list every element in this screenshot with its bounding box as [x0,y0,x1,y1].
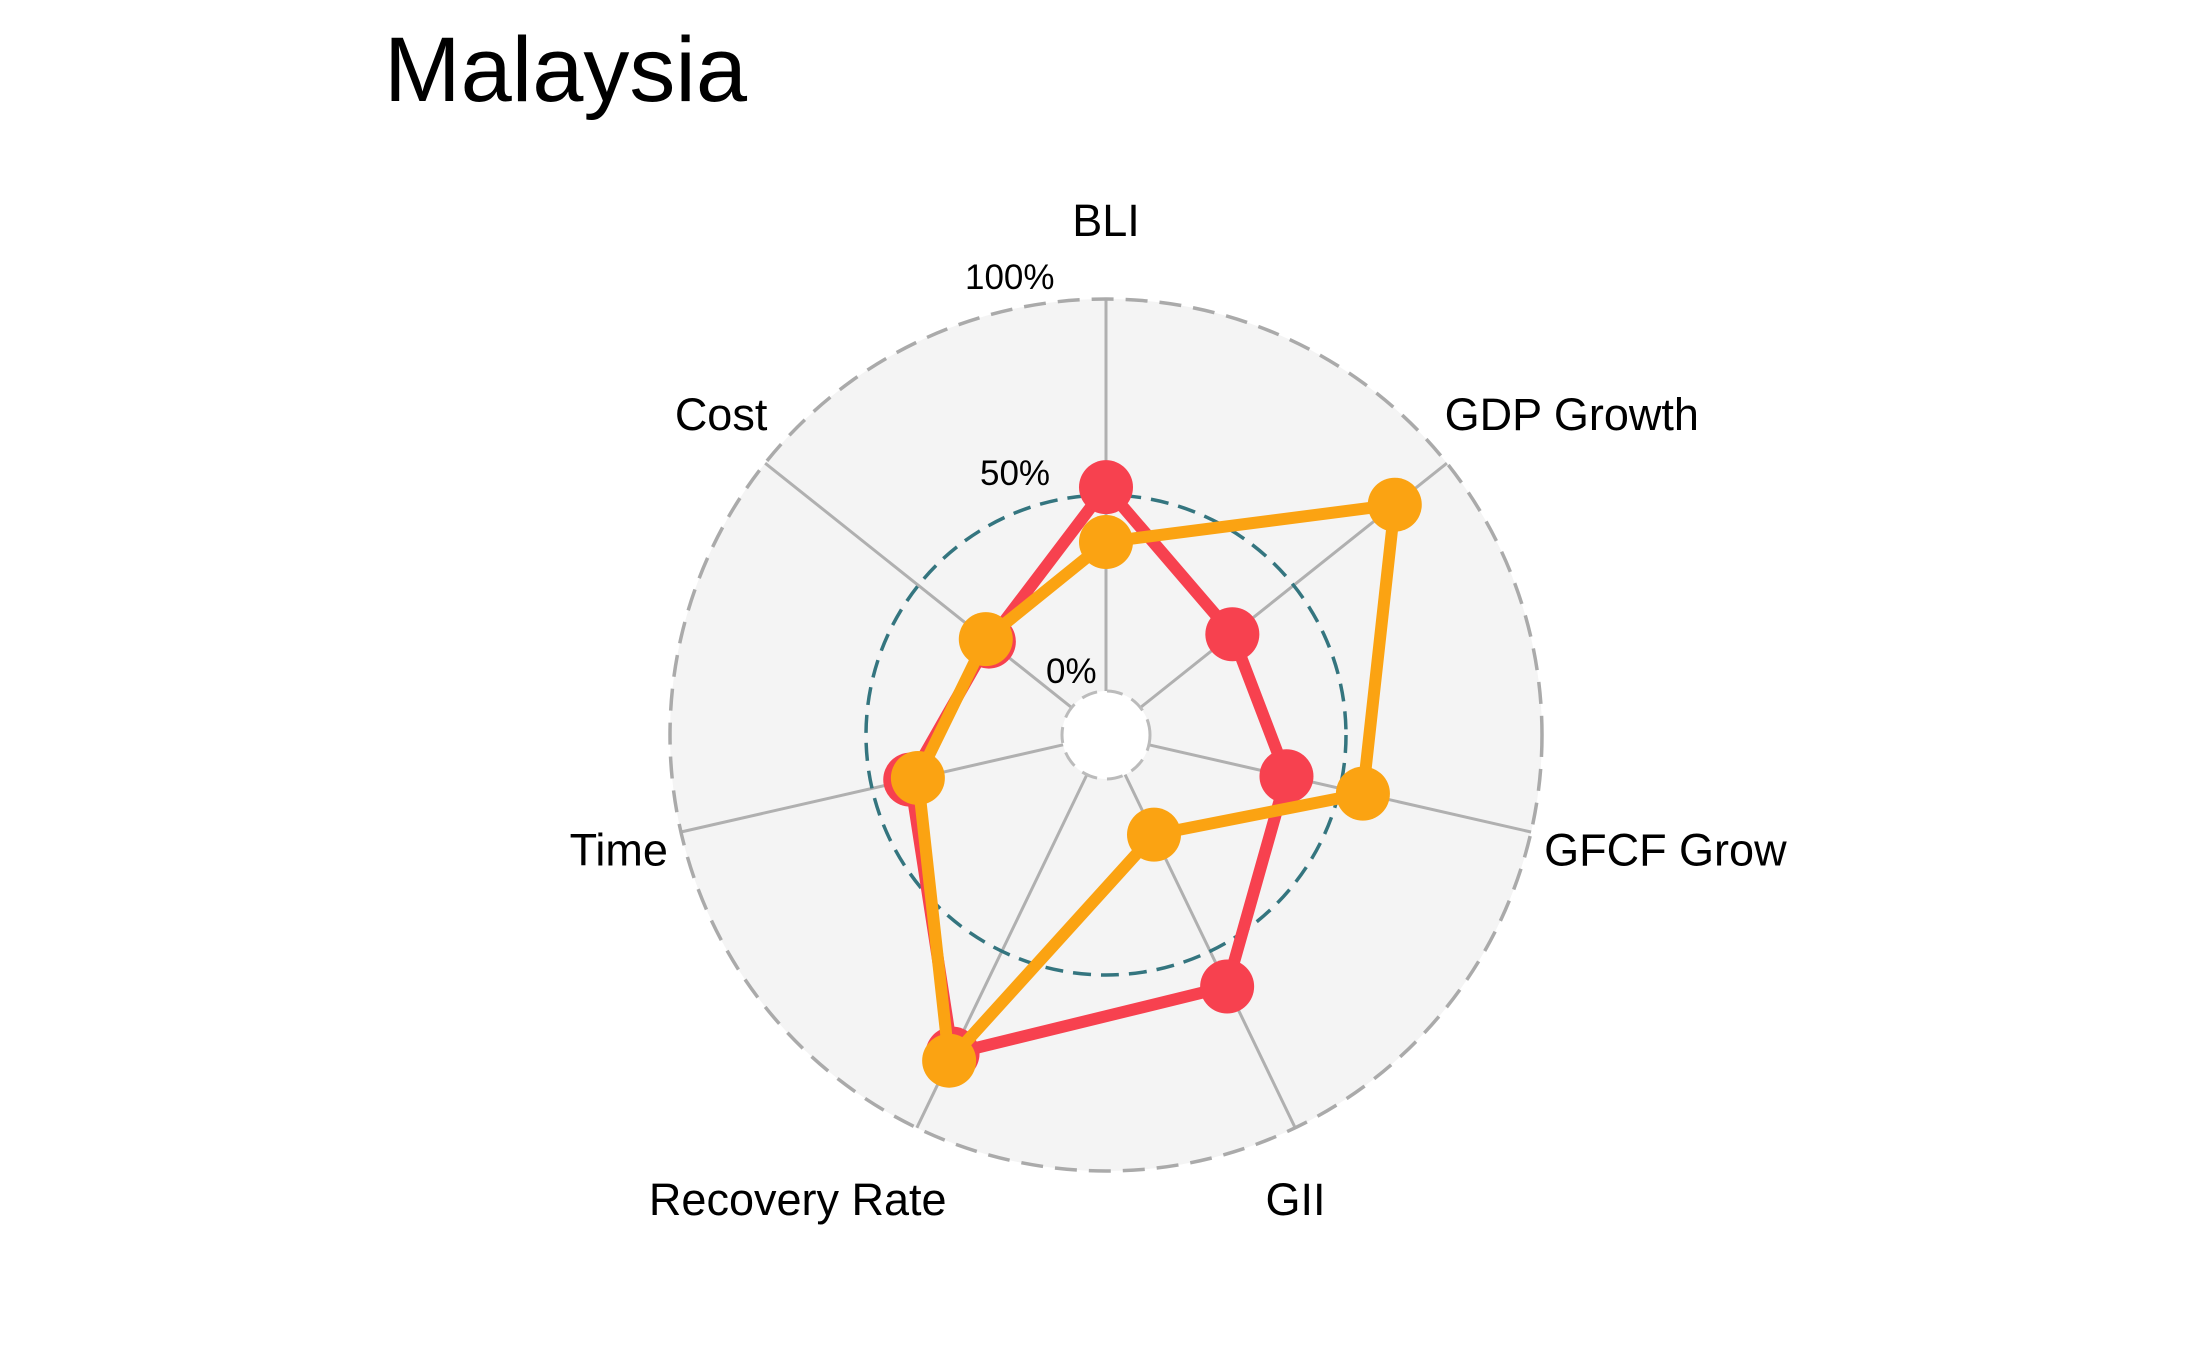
series-0-point-0 [1079,460,1133,515]
grid-circle-0 [1060,689,1152,781]
grid-label-100: 100% [965,258,1055,297]
series-0-point-2 [1259,749,1314,804]
axis-label-gdp-growth: GDP Growth [1445,389,1699,440]
series-1-point-2 [1335,766,1390,821]
grid-label-50: 50% [980,454,1050,493]
axis-label-bli: BLI [1072,195,1140,246]
grid-label-0: 0% [1046,652,1097,691]
series-layer [883,460,1422,1088]
label-layer: 0% 50% 100% BLI GDP Growth GFCF Grow GII Recove… [570,195,1787,1225]
axis-label-gii: GII [1265,1174,1325,1225]
series-0-point-1 [1205,607,1260,662]
series-1-point-4 [922,1033,977,1088]
series-1 [890,477,1422,1088]
series-1-point-6 [958,612,1013,667]
series-1-point-0 [1079,515,1133,570]
series-1-point-5 [890,750,945,805]
series-1-point-1 [1367,477,1422,532]
plot-area: 0% 50% 100% BLI GDP Growth GFCF Grow GII Recove… [570,195,1787,1225]
axis-label-time: Time [570,825,668,876]
series-0-point-3 [1200,959,1255,1014]
axis-label-recovery-rate: Recovery Rate [649,1174,947,1225]
grid-layer [668,297,1544,1173]
chart-title: Malaysia [384,19,748,121]
axis-label-cost: Cost [675,389,768,440]
axis-label-gfcf-grow: GFCF Grow [1544,825,1787,876]
axis-line-6 [764,461,1073,709]
axis-line-5 [680,743,1064,834]
grid-circle-100 [668,297,1544,1173]
series-1-point-3 [1127,807,1182,862]
